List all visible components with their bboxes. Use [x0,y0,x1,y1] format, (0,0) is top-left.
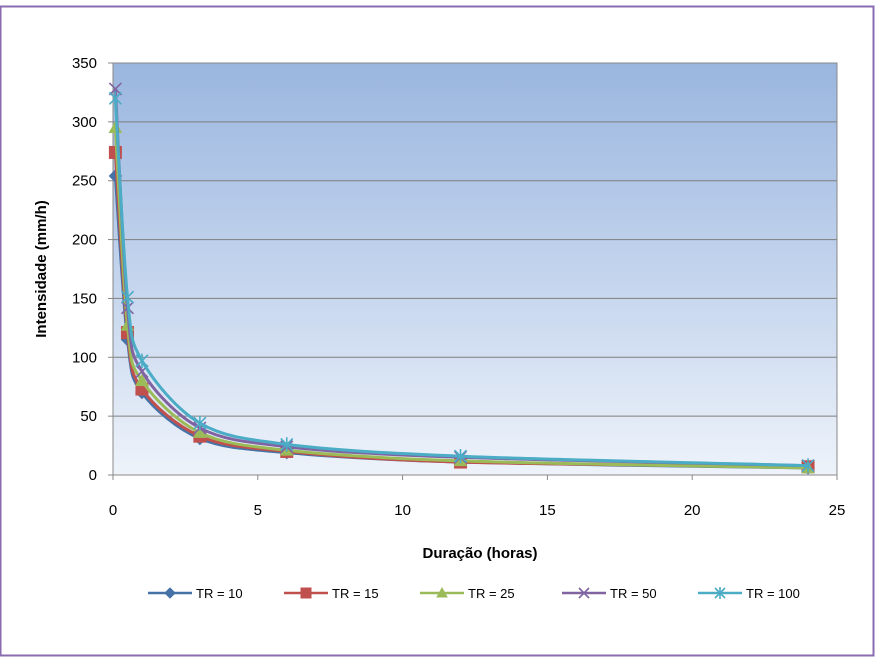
data-point [453,448,468,464]
legend-item: TR = 100 [698,586,800,601]
y-axis-ticks: 0 50 100 150 200 250 300 350 [72,55,113,484]
y-tick-label: 50 [80,408,97,425]
y-tick-label: 350 [72,55,97,72]
x-tick-label: 15 [539,502,556,519]
y-tick-label: 250 [72,173,97,190]
x-axis-ticks: 0 5 10 15 20 25 [109,475,846,519]
data-point [108,82,122,96]
x-tick-label: 10 [394,502,411,519]
legend-marker [164,587,176,599]
x-tick-label: 0 [109,502,117,519]
legend-label: TR = 25 [468,586,515,601]
legend-item: TR = 15 [284,586,379,601]
plot-area-border [112,62,838,476]
y-tick-label: 300 [72,114,97,131]
legend-marker [300,587,312,599]
data-point [120,290,135,305]
legend-marker [714,587,726,599]
y-tick-label: 0 [89,467,97,484]
legend-item: TR = 50 [562,586,657,601]
data-point [135,353,149,369]
y-axis-label: Intensidade (mm/h) [33,200,50,338]
legend-label: TR = 50 [610,586,657,601]
series-5 [108,91,815,473]
data-point [108,91,122,106]
data-point [135,373,149,387]
plot-area [113,63,837,475]
series-line [113,127,809,470]
x-tick-label: 25 [829,502,846,519]
data-point [280,437,294,452]
y-tick-label: 150 [72,290,97,307]
legend-marker [436,586,448,598]
legend-label: TR = 100 [746,586,800,601]
series-line [113,98,809,468]
data-point [193,416,207,431]
legend: TR = 10 TR = 15 TR = 25 TR = 50 TR = 100 [148,586,800,601]
data-point [801,458,815,473]
legend-label: TR = 10 [196,586,243,601]
series-layer [108,82,815,475]
gridlines [113,121,837,417]
x-tick-label: 20 [684,502,701,519]
legend-item: TR = 10 [148,586,243,601]
legend-item: TR = 25 [420,586,515,601]
legend-label: TR = 15 [332,586,379,601]
legend-marker [578,587,590,599]
y-tick-label: 100 [72,349,97,366]
y-tick-label: 200 [72,232,97,249]
x-tick-label: 5 [254,502,262,519]
x-axis-label: Duração (horas) [422,545,537,562]
